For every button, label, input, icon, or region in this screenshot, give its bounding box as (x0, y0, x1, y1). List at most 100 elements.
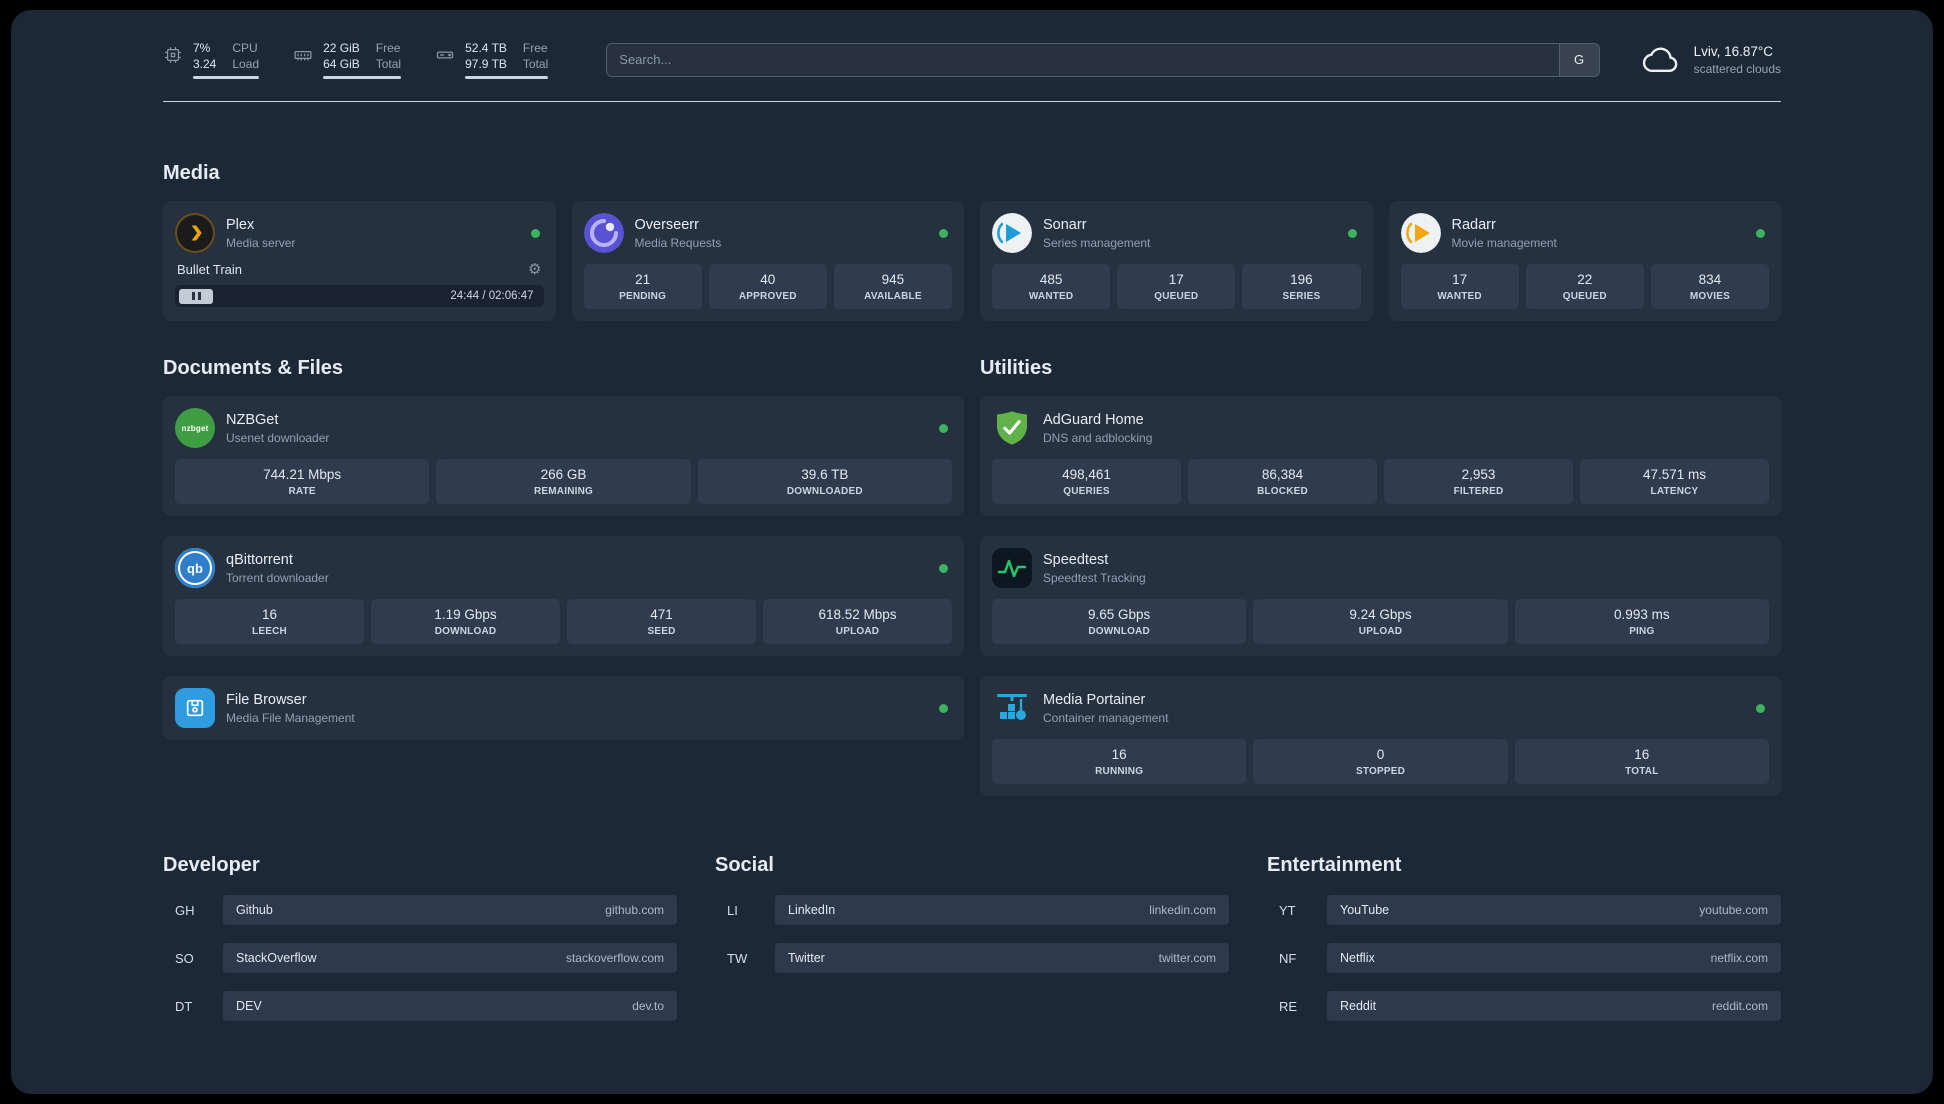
stat-label: STOPPED (1355, 766, 1405, 778)
service-title: Media Portainer (1043, 691, 1146, 708)
bookmark-linkedin[interactable]: LI LinkedIn linkedin.com (715, 895, 1229, 926)
stat-value: 1.19 Gbps (434, 607, 497, 623)
service-link-portainer[interactable]: Media Portainer Container management (992, 688, 1769, 728)
disk-total-value: 97.9 TB (465, 57, 507, 72)
section-heading-entertainment: Entertainment (1267, 854, 1402, 877)
stat-label: WANTED (1437, 291, 1482, 303)
search-input[interactable] (607, 43, 1559, 76)
media-grid: Plex Media server Bullet Train ⚙ 24:44 /… (163, 201, 1781, 322)
stat-value: 9.24 Gbps (1349, 607, 1412, 623)
service-card-overseerr: Overseerr Media Requests 21 PENDING 40 A… (571, 201, 964, 322)
bookmark-url: stackoverflow.com (565, 951, 664, 966)
stat-value: 744.21 Mbps (263, 467, 342, 483)
service-subtitle: Media server (226, 235, 296, 250)
stat-value: 17 (1452, 272, 1468, 288)
service-link-overseerr[interactable]: Overseerr Media Requests (583, 213, 953, 254)
service-title: File Browser (226, 691, 307, 708)
status-dot (1756, 703, 1765, 713)
bookmark-url: twitter.com (1158, 951, 1216, 966)
stat-box: 21 PENDING (583, 264, 702, 310)
stat-box: 22 QUEUED (1525, 264, 1644, 310)
service-card-plex: Plex Media server Bullet Train ⚙ 24:44 /… (163, 201, 556, 322)
service-title: Radarr (1451, 216, 1496, 233)
player-progress-bar[interactable]: 24:44 / 02:06:47 (175, 285, 544, 308)
service-link-speedtest[interactable]: Speedtest Speedtest Tracking (992, 548, 1769, 589)
service-link-adguard[interactable]: AdGuard Home DNS and adblocking (992, 408, 1769, 448)
stat-label: MOVIES (1689, 291, 1730, 303)
stat-label: REMAINING (533, 486, 593, 498)
stat-value: 47.571 ms (1642, 467, 1707, 483)
memory-free-label: Free (375, 41, 401, 55)
bookmark-url: reddit.com (1711, 999, 1768, 1014)
stat-label: PENDING (619, 291, 667, 303)
service-link-nzbget[interactable]: nzbget NZBGet Usenet downloader (175, 408, 952, 449)
section-heading-utilities: Utilities (980, 357, 1053, 380)
service-card-sonarr: Sonarr Series management 485 WANTED 17 Q… (980, 201, 1373, 322)
bookmark-abbr: LI (727, 902, 738, 918)
stat-label: UPLOAD (1358, 626, 1403, 638)
stat-label: LEECH (252, 626, 287, 638)
stat-box: 834 MOVIES (1650, 264, 1770, 310)
disk-usage-bar (465, 76, 549, 80)
status-dot (939, 228, 948, 238)
bookmark-stackoverflow[interactable]: SO StackOverflow stackoverflow.com (163, 943, 677, 974)
bookmark-name: Reddit (1340, 999, 1377, 1014)
stat-value: 485 (1039, 272, 1063, 288)
bookmark-youtube[interactable]: YT YouTube youtube.com (1267, 895, 1781, 926)
bookmark-abbr: TW (727, 950, 748, 966)
service-title: Plex (226, 216, 255, 233)
service-subtitle: Torrent downloader (226, 570, 329, 585)
stat-value: 17 (1168, 272, 1184, 288)
bookmark-reddit[interactable]: RE Reddit reddit.com (1267, 991, 1781, 1022)
status-dot (939, 703, 948, 713)
adguard-icon (992, 408, 1032, 448)
bookmark-abbr: NF (1279, 950, 1297, 966)
stat-box: 196 SERIES (1242, 264, 1361, 310)
bookmark-dev[interactable]: DT DEV dev.to (163, 991, 677, 1022)
speedtest-icon (992, 548, 1032, 589)
stat-value: 16 (261, 607, 278, 623)
bookmark-twitter[interactable]: TW Twitter twitter.com (715, 943, 1229, 974)
stat-box: 0.993 ms PING (1514, 599, 1769, 645)
gear-icon[interactable]: ⚙ (528, 261, 542, 279)
cpu-load-value: 3.24 (193, 57, 217, 72)
stat-box: 471 SEED (567, 599, 756, 645)
weather-widget: Lviv, 16.87°C scattered clouds (1642, 44, 1781, 76)
section-heading-social: Social (715, 854, 774, 877)
stat-box: 498,461 QUERIES (992, 459, 1181, 505)
stat-box: 17 WANTED (1400, 264, 1519, 310)
service-subtitle: Media Requests (634, 235, 722, 250)
service-link-radarr[interactable]: Radarr Movie management (1400, 213, 1770, 254)
service-link-filebrowser[interactable]: File Browser Media File Management (175, 688, 952, 729)
service-subtitle: DNS and adblocking (1043, 430, 1153, 445)
service-subtitle: Movie management (1451, 235, 1557, 250)
stat-label: FILTERED (1453, 486, 1504, 498)
stat-label: APPROVED (738, 291, 797, 303)
service-subtitle: Media File Management (226, 710, 355, 725)
bookmark-netflix[interactable]: NF Netflix netflix.com (1267, 943, 1781, 974)
weather-location: Lviv, 16.87°C (1693, 43, 1774, 59)
section-heading-media: Media (163, 162, 220, 185)
service-link-sonarr[interactable]: Sonarr Series management (992, 213, 1361, 254)
stat-value: 16 (1111, 747, 1127, 763)
cpu-load-label: Load (232, 57, 260, 72)
bookmark-abbr: DT (175, 998, 193, 1014)
service-title: Speedtest (1043, 551, 1109, 568)
pause-button[interactable] (179, 288, 213, 304)
service-card-qbittorrent: qb qBittorrent Torrent downloader 16 (163, 536, 964, 657)
status-dot (1756, 228, 1765, 238)
service-title: qBittorrent (226, 551, 293, 568)
bookmark-url: github.com (605, 903, 664, 918)
service-link-qbittorrent[interactable]: qb qBittorrent Torrent downloader (175, 548, 952, 589)
status-dot (530, 228, 540, 238)
bookmark-name: DEV (236, 999, 262, 1014)
bookmark-github[interactable]: GH Github github.com (163, 895, 677, 926)
search-provider-button[interactable]: G (1558, 43, 1599, 76)
service-link-plex[interactable]: Plex Media server (175, 213, 544, 254)
stat-box: 485 WANTED (992, 264, 1111, 310)
radarr-icon (1400, 213, 1441, 254)
disk-ticker: 52.4 TB 97.9 TB Free Total (435, 40, 549, 80)
memory-free-value: 22 GiB (323, 41, 360, 55)
plex-icon (175, 213, 215, 254)
memory-usage-bar (323, 76, 402, 80)
